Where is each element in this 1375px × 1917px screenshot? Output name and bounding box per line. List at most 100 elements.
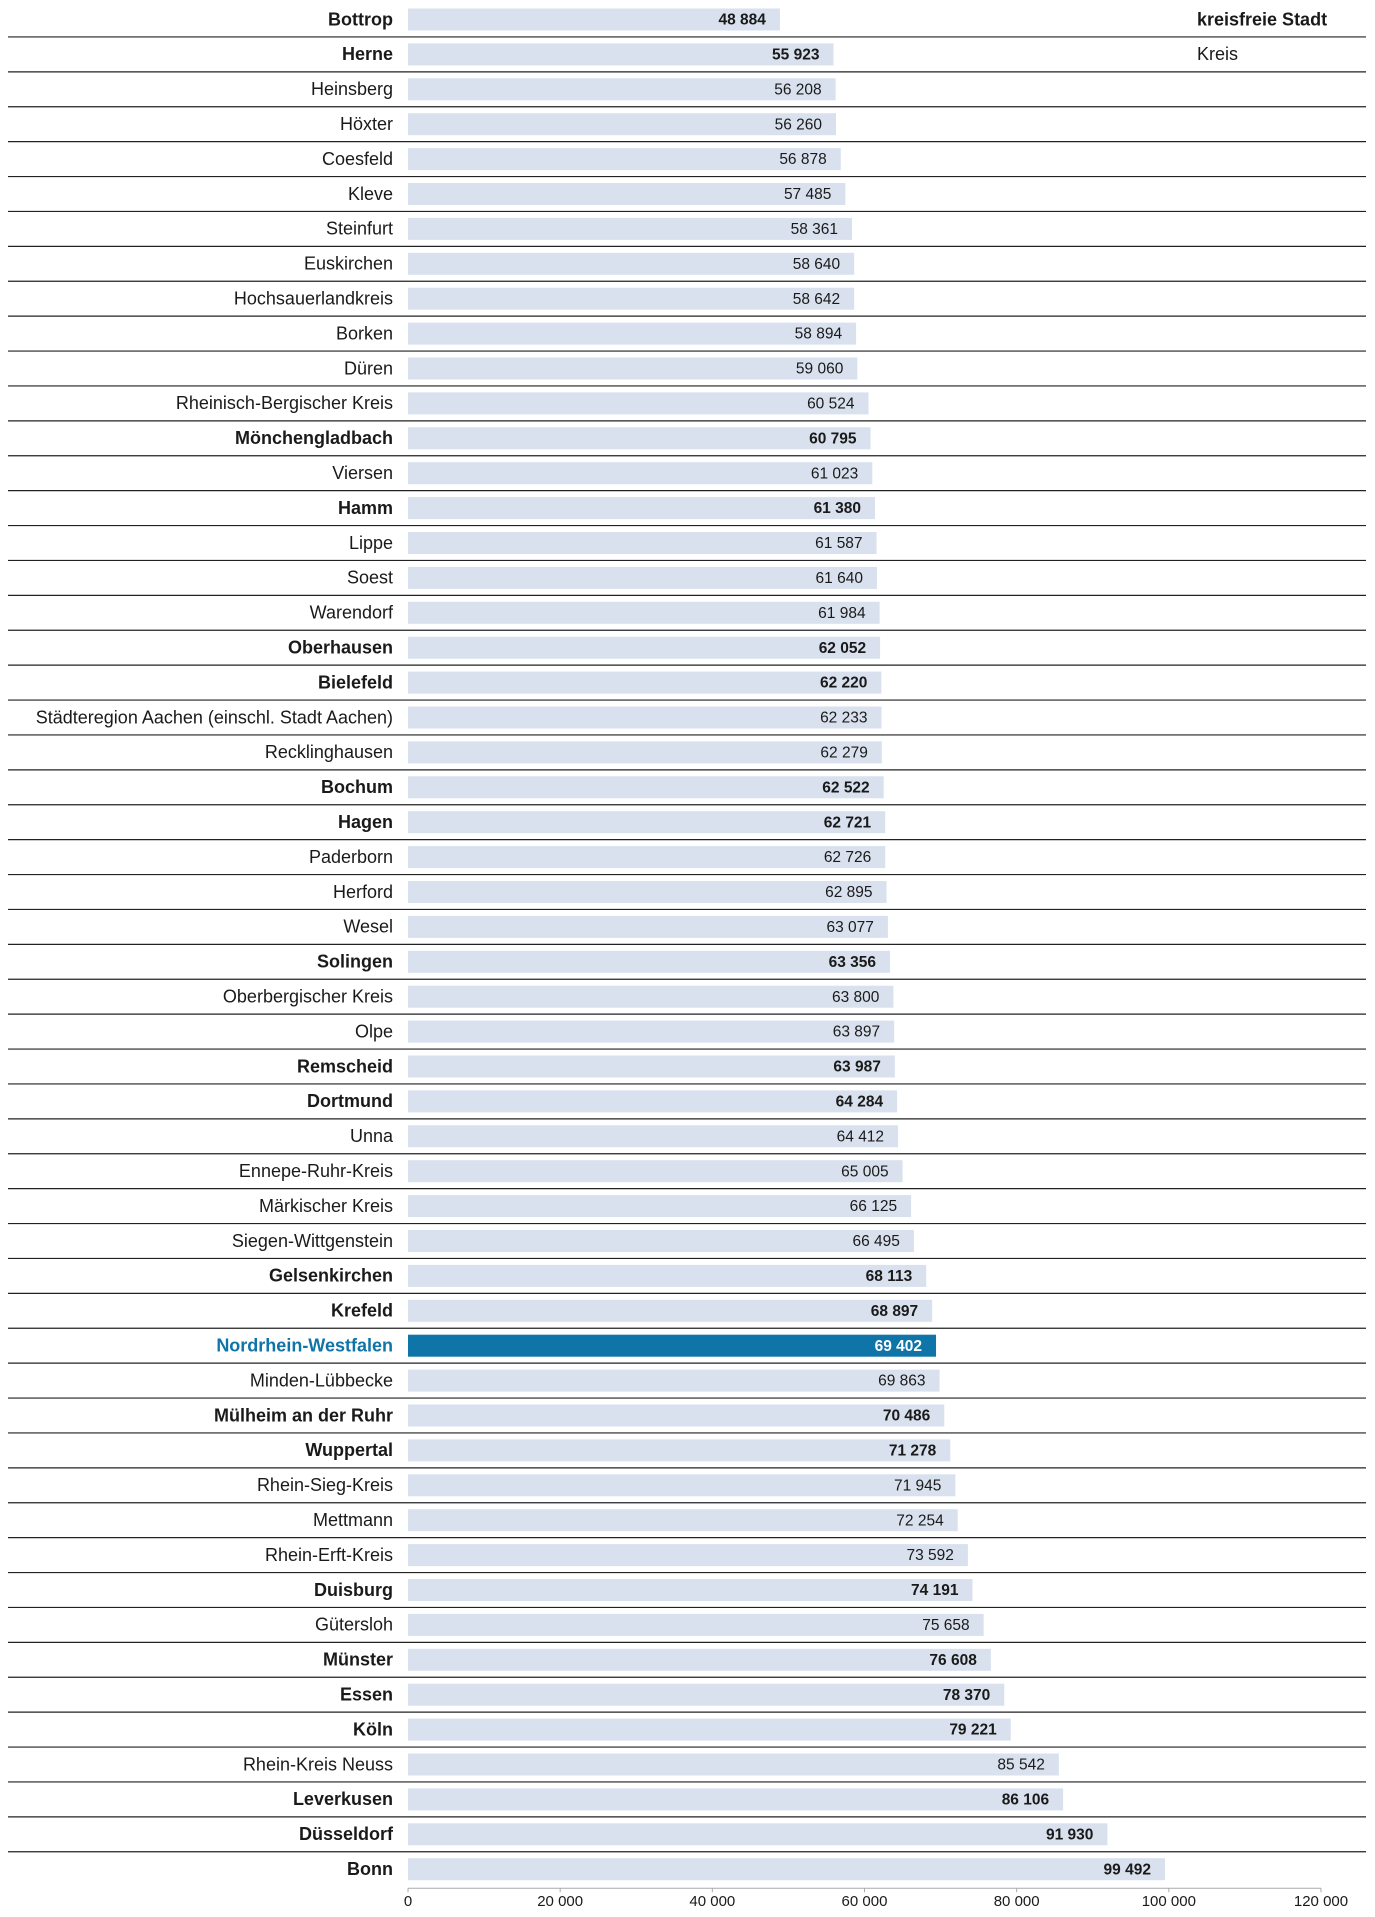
value-label: 60 795 bbox=[809, 430, 857, 447]
category-label: Hamm bbox=[338, 498, 393, 518]
value-label: 69 863 bbox=[878, 1373, 925, 1390]
bar bbox=[408, 1544, 968, 1567]
bar bbox=[408, 532, 877, 554]
category-label: Steinfurt bbox=[326, 219, 393, 239]
value-label: 74 191 bbox=[911, 1582, 959, 1599]
bar bbox=[408, 1579, 973, 1601]
category-label: Bielefeld bbox=[318, 672, 393, 692]
category-label: Bochum bbox=[321, 777, 393, 797]
bar bbox=[408, 1090, 898, 1113]
category-label: Viersen bbox=[332, 463, 393, 483]
bar bbox=[408, 636, 881, 659]
bar bbox=[408, 915, 888, 938]
value-label: 62 052 bbox=[819, 640, 866, 657]
value-label: 78 370 bbox=[943, 1687, 990, 1704]
value-label: 68 897 bbox=[871, 1303, 918, 1320]
bar bbox=[408, 881, 887, 903]
value-label: 72 254 bbox=[896, 1512, 944, 1529]
category-label: Siegen-Wittgenstein bbox=[232, 1231, 393, 1251]
bar bbox=[408, 1788, 1064, 1811]
value-label: 85 542 bbox=[997, 1757, 1044, 1774]
category-label: Gütersloh bbox=[315, 1615, 393, 1635]
value-label: 91 930 bbox=[1046, 1826, 1093, 1843]
bar bbox=[408, 252, 855, 275]
value-label: 61 984 bbox=[818, 605, 866, 622]
value-label: 60 524 bbox=[807, 395, 855, 412]
bar bbox=[408, 1823, 1108, 1846]
value-label: 71 278 bbox=[889, 1442, 937, 1459]
bar bbox=[408, 1125, 899, 1148]
bar bbox=[408, 1264, 927, 1287]
value-label: 57 485 bbox=[784, 186, 831, 203]
bar bbox=[408, 287, 855, 310]
value-label: 63 077 bbox=[826, 919, 873, 936]
x-tick-label: 100 000 bbox=[1142, 1893, 1196, 1910]
category-label: Coesfeld bbox=[322, 149, 393, 169]
category-label: Krefeld bbox=[331, 1301, 393, 1321]
value-label: 75 658 bbox=[922, 1617, 969, 1634]
bar bbox=[408, 1369, 940, 1392]
category-label: Unna bbox=[350, 1126, 394, 1146]
category-label: Soest bbox=[347, 568, 393, 588]
bar bbox=[408, 706, 882, 729]
value-label: 58 642 bbox=[793, 291, 840, 308]
legend-label: Kreis bbox=[1197, 44, 1238, 64]
value-label: 63 987 bbox=[833, 1059, 880, 1076]
value-label: 65 005 bbox=[841, 1163, 888, 1180]
bar bbox=[408, 1613, 984, 1636]
category-label: Rhein-Erft-Kreis bbox=[265, 1545, 393, 1565]
value-label: 62 220 bbox=[820, 675, 867, 692]
legend-label: kreisfreie Stadt bbox=[1197, 9, 1327, 29]
bar bbox=[408, 1474, 956, 1497]
category-label: Olpe bbox=[355, 1021, 393, 1041]
bar bbox=[408, 183, 846, 205]
value-label: 76 608 bbox=[929, 1652, 977, 1669]
category-label: Recklinghausen bbox=[265, 742, 393, 762]
bar bbox=[408, 1230, 914, 1252]
category-label: Rhein-Sieg-Kreis bbox=[257, 1475, 393, 1495]
category-label: Herford bbox=[333, 882, 393, 902]
bar bbox=[408, 322, 857, 345]
category-label: Düren bbox=[344, 358, 393, 378]
category-label: Wuppertal bbox=[305, 1440, 393, 1460]
category-label: Oberbergischer Kreis bbox=[223, 986, 393, 1006]
category-label: Bonn bbox=[347, 1859, 393, 1879]
category-label: Rhein-Kreis Neuss bbox=[243, 1754, 393, 1774]
category-label: Paderborn bbox=[309, 847, 393, 867]
bar bbox=[408, 601, 880, 624]
bar bbox=[408, 497, 875, 520]
category-label: Remscheid bbox=[297, 1056, 393, 1076]
bar bbox=[408, 1055, 895, 1078]
bar bbox=[408, 776, 884, 799]
category-label: Düsseldorf bbox=[299, 1824, 394, 1844]
value-label: 66 495 bbox=[852, 1233, 899, 1250]
category-label: Hagen bbox=[338, 812, 393, 832]
value-label: 71 945 bbox=[894, 1477, 941, 1494]
category-label: Mönchengladbach bbox=[235, 428, 393, 448]
bar bbox=[408, 43, 834, 66]
bar bbox=[408, 78, 836, 101]
x-tick-label: 0 bbox=[404, 1893, 412, 1910]
bar bbox=[408, 1160, 903, 1183]
category-label: Minden-Lübbecke bbox=[250, 1370, 393, 1390]
value-label: 63 897 bbox=[833, 1024, 880, 1041]
value-label: 99 492 bbox=[1104, 1861, 1151, 1878]
category-label: Euskirchen bbox=[304, 254, 393, 274]
bar bbox=[408, 741, 882, 764]
value-label: 64 412 bbox=[837, 1128, 884, 1145]
bar bbox=[408, 392, 869, 415]
value-label: 62 721 bbox=[824, 814, 872, 831]
value-label: 59 060 bbox=[796, 361, 844, 378]
category-label: Mülheim an der Ruhr bbox=[214, 1405, 393, 1425]
category-label: Borken bbox=[336, 323, 393, 343]
bar bbox=[408, 1404, 945, 1427]
category-label: Herne bbox=[342, 44, 393, 64]
value-label: 62 279 bbox=[820, 744, 867, 761]
bar bbox=[408, 113, 837, 136]
value-label: 56 260 bbox=[775, 116, 823, 133]
category-label: Gelsenkirchen bbox=[269, 1266, 393, 1286]
value-label: 70 486 bbox=[883, 1408, 931, 1425]
bar bbox=[408, 846, 886, 869]
value-label: 58 894 bbox=[795, 326, 843, 343]
